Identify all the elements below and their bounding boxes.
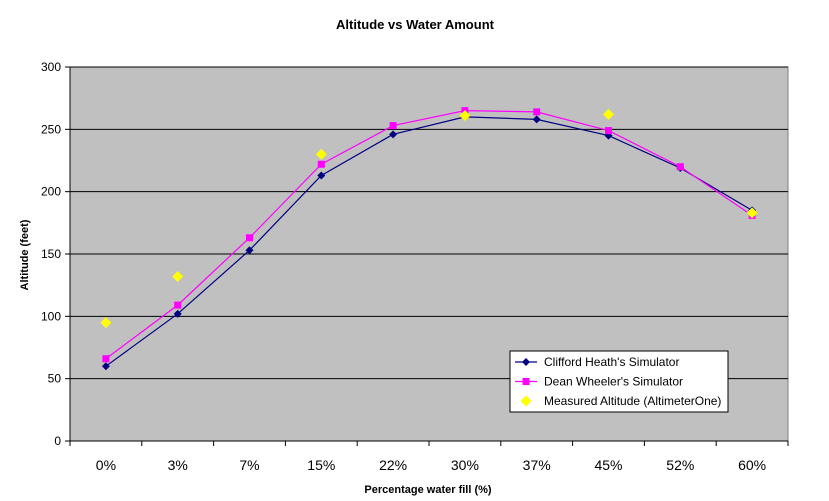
legend-label: Measured Altitude (AltimeterOne) — [544, 394, 721, 408]
legend-box — [509, 350, 729, 413]
legend: Clifford Heath's Simulator Dean Wheeler's… — [509, 350, 729, 413]
legend-label: Dean Wheeler's Simulator — [544, 375, 683, 389]
y-tick-label: 150 — [41, 247, 61, 261]
x-tick-label: 60% — [738, 457, 766, 473]
data-point — [101, 362, 110, 371]
series-3 — [100, 108, 758, 329]
data-point — [317, 160, 325, 168]
y-tick-label: 100 — [41, 309, 61, 323]
data-point — [100, 317, 112, 329]
data-point — [246, 234, 253, 242]
y-axis-label: Altitude (feet) — [19, 219, 31, 290]
data-point — [532, 115, 541, 124]
y-axis-ticks: 0 50 100 150 200 250 300 — [41, 60, 70, 448]
data-point — [174, 301, 182, 309]
y-tick-label: 200 — [41, 185, 61, 199]
x-tick-label: 15% — [307, 457, 335, 473]
series-line — [105, 110, 753, 360]
x-tick-label: 45% — [594, 457, 622, 473]
y-tick-label: 0 — [54, 434, 61, 448]
series-layer — [100, 107, 758, 371]
chart-title: Altitude vs Water Amount — [336, 17, 495, 32]
y-tick-label: 300 — [41, 60, 61, 74]
y-tick-label: 50 — [48, 372, 62, 386]
legend-marker — [522, 378, 530, 385]
x-tick-label: 52% — [666, 457, 694, 473]
data-point — [317, 171, 326, 180]
x-tick-label: 3% — [168, 457, 188, 473]
x-tick-label: 7% — [239, 457, 259, 473]
x-axis-ticks: 0% 3% 7% 15% 22% 30% 37% 45% 52% 60% — [69, 441, 789, 473]
x-tick-label: 37% — [523, 457, 551, 473]
data-point — [102, 355, 110, 363]
data-point — [459, 110, 471, 122]
data-point — [603, 108, 614, 120]
data-point — [389, 122, 397, 130]
data-point — [676, 163, 684, 171]
data-point — [245, 246, 254, 255]
data-point — [746, 207, 758, 219]
data-point — [533, 108, 541, 116]
data-point — [389, 130, 398, 139]
x-tick-label: 22% — [379, 457, 407, 473]
legend-marker — [522, 358, 530, 366]
x-tick-label: 0% — [96, 457, 116, 473]
series-line — [105, 116, 753, 367]
data-point — [605, 127, 612, 135]
data-point — [172, 270, 184, 282]
x-tick-label: 30% — [451, 457, 479, 473]
x-axis-label: Percentage water fill (%) — [364, 484, 491, 496]
data-point — [315, 148, 327, 160]
legend-label: Clifford Heath's Simulator — [544, 355, 679, 369]
data-point — [173, 309, 182, 318]
legend-marker — [520, 395, 532, 407]
y-tick-label: 250 — [41, 122, 61, 136]
